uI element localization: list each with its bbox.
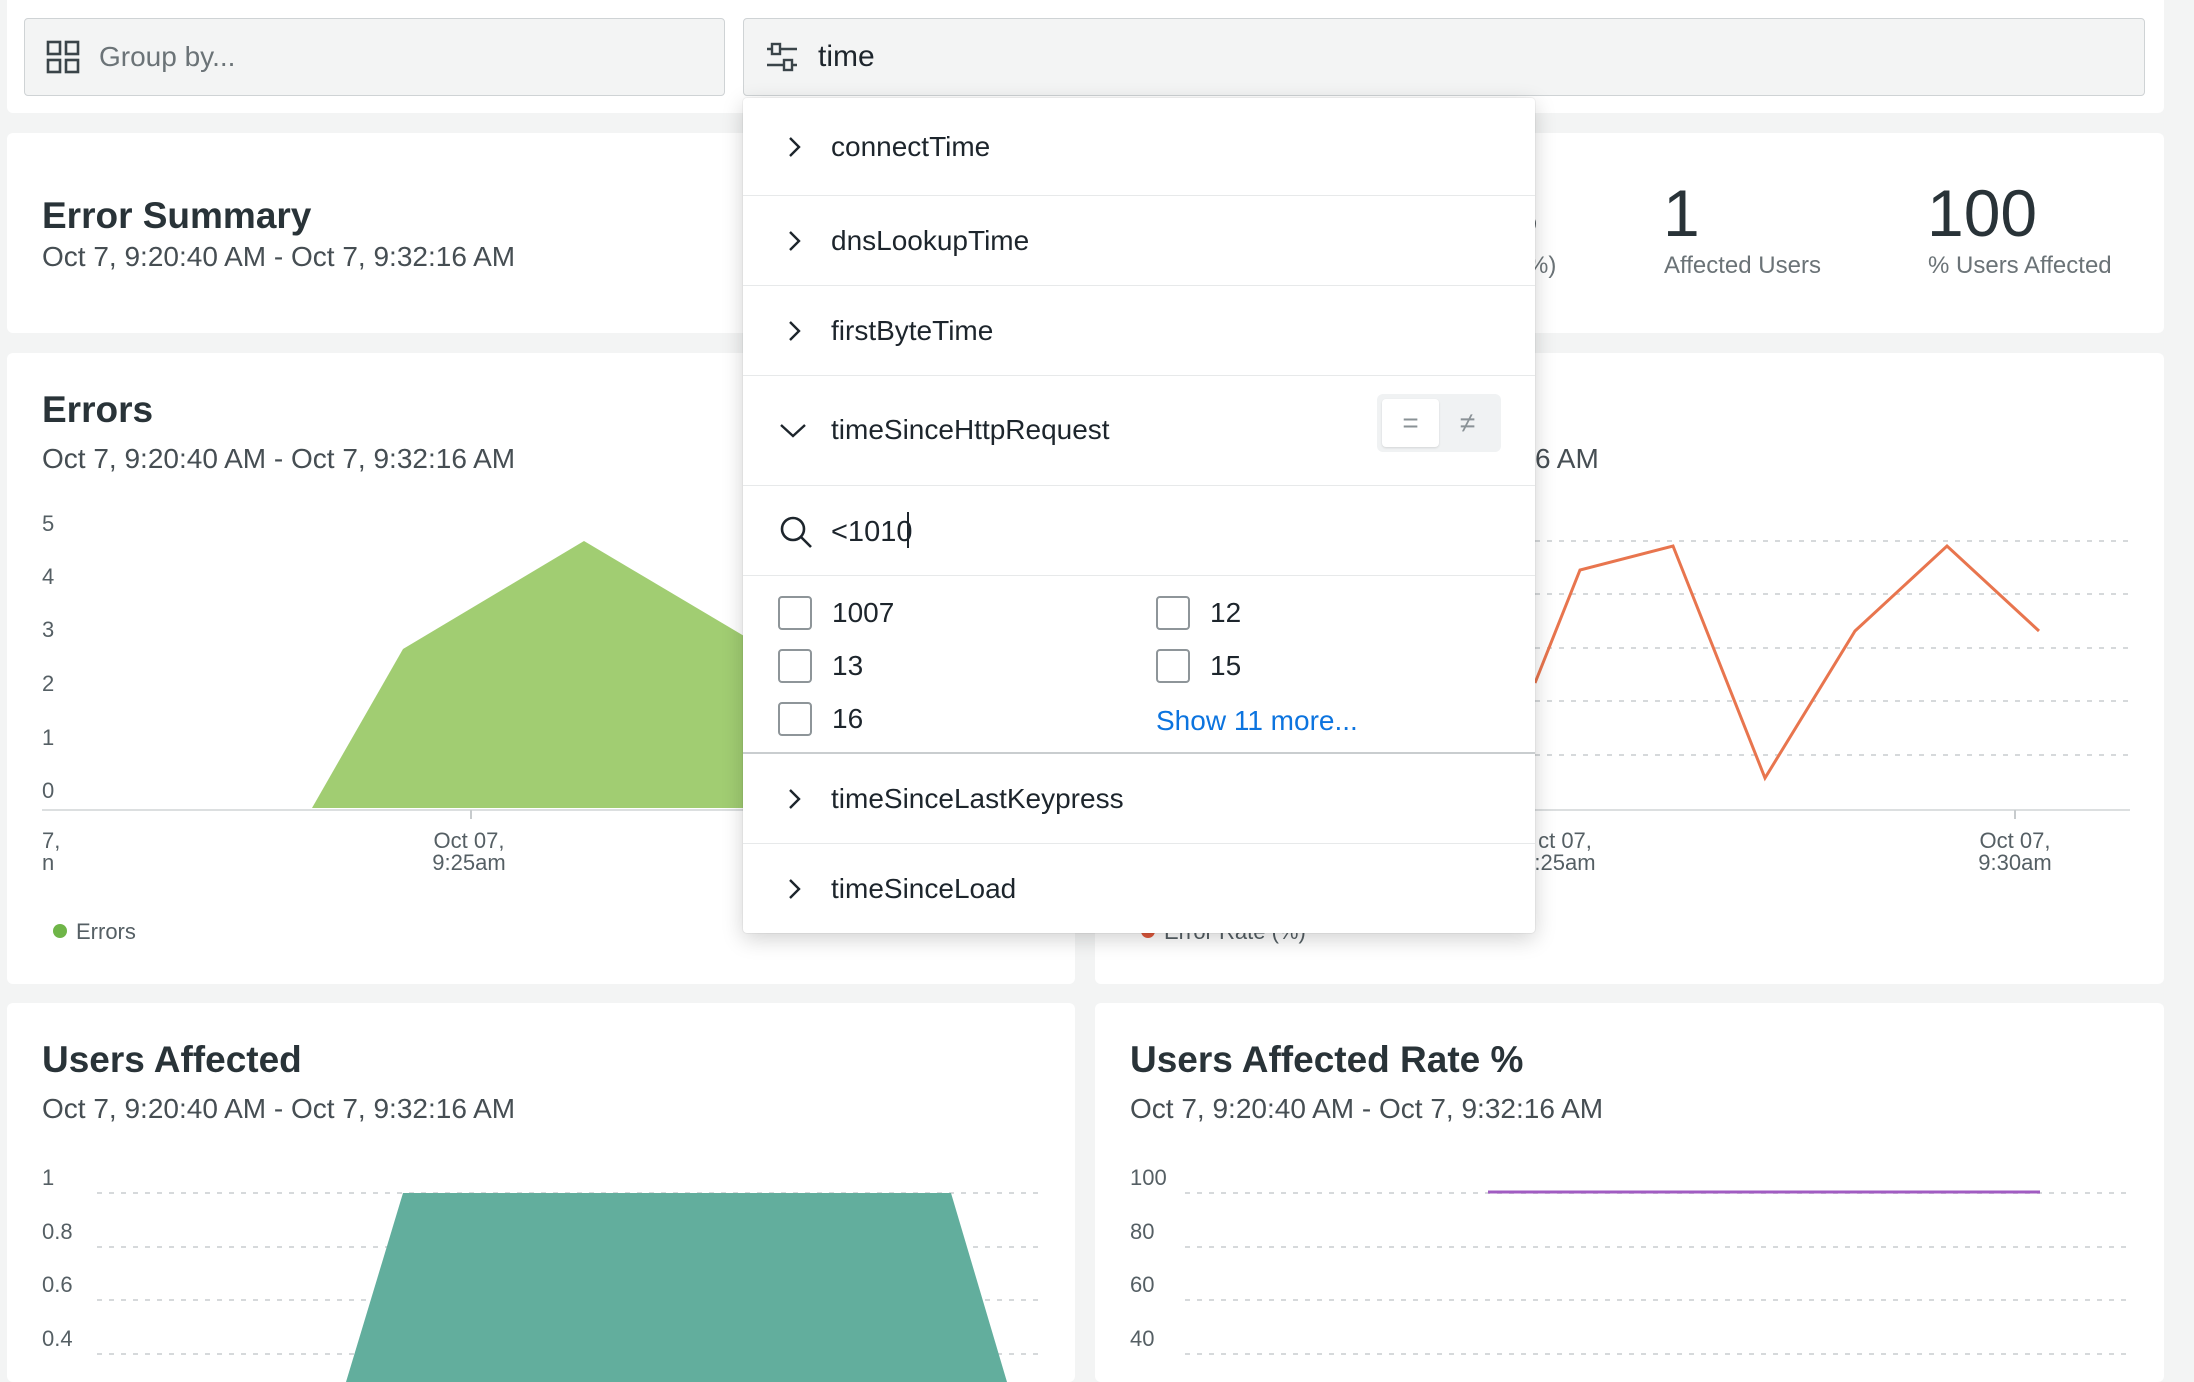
- y-tick-label: 0.4: [42, 1326, 73, 1351]
- attribute-label: timeSinceHttpRequest: [831, 414, 1110, 445]
- x-tick-label: Oct 07,: [434, 828, 505, 853]
- value-search-input[interactable]: [831, 512, 1431, 552]
- stat-value: 1: [1663, 176, 1700, 250]
- attribute-label: dnsLookupTime: [831, 225, 1030, 256]
- y-tick-label: 60: [1130, 1272, 1154, 1297]
- attribute-row-timesincelastkeypress[interactable]: timeSinceLastKeypress: [743, 754, 1535, 844]
- y-tick-label: 0.8: [42, 1219, 73, 1244]
- y-tick-label: 80: [1130, 1219, 1154, 1244]
- y-tick-label: 2: [42, 671, 54, 696]
- error-rate-line: [1533, 543, 2041, 782]
- group-by-input[interactable]: Group by...: [24, 18, 725, 96]
- legend-swatch: [53, 924, 67, 938]
- checkbox[interactable]: [778, 596, 812, 630]
- value-option-15[interactable]: 15: [1156, 649, 1241, 683]
- users-affected-area: [346, 1193, 1007, 1382]
- value-option-label: 15: [1210, 650, 1242, 681]
- value-option-label: 12: [1210, 597, 1242, 628]
- attribute-row-dnslookuptime[interactable]: dnsLookupTime: [743, 196, 1535, 286]
- attribute-label: firstByteTime: [831, 315, 994, 346]
- text-cursor: [907, 512, 909, 548]
- chevron-down-icon: [780, 424, 806, 438]
- card-date-range: Oct 7, 9:20:40 AM - Oct 7, 9:32:16 AM: [1130, 1093, 1604, 1124]
- y-tick-label: 5: [42, 511, 54, 536]
- value-option-12[interactable]: 12: [1156, 596, 1241, 630]
- attribute-row-timesincehttprequest[interactable]: timeSinceHttpRequest = ≠: [743, 376, 1535, 486]
- grid-icon: [46, 40, 80, 74]
- x-tick-label: 7,: [42, 828, 60, 853]
- attribute-label: connectTime: [831, 131, 991, 162]
- value-option-label: 16: [832, 703, 864, 734]
- stat-label: % Users Affected: [1928, 252, 2112, 279]
- attribute-dropdown: connectTime dnsLookupTime firstByteTime …: [743, 98, 1535, 933]
- y-tick-label: 3: [42, 617, 54, 642]
- y-tick-label: 1: [42, 1165, 54, 1190]
- y-tick-label: 0: [42, 778, 54, 803]
- equals-operator-button[interactable]: =: [1382, 399, 1439, 447]
- value-search-row: [743, 486, 1535, 576]
- not-equals-operator-button[interactable]: ≠: [1459, 407, 1476, 438]
- y-tick-label: 0.6: [42, 1272, 73, 1297]
- chevron-right-icon: [789, 137, 801, 157]
- users-affected-card: Users Affected Oct 7, 9:20:40 AM - Oct 7…: [7, 1003, 1075, 1382]
- x-tick-label: 9:25am: [432, 850, 505, 875]
- operator-toggle: = ≠: [1377, 394, 1501, 452]
- card-title: Errors: [42, 389, 154, 430]
- y-tick-label: 40: [1130, 1326, 1154, 1351]
- stat-label: Affected Users: [1664, 252, 1821, 279]
- attribute-row-timesinceload[interactable]: timeSinceLoad: [743, 844, 1535, 933]
- attribute-row-firstbytetime[interactable]: firstByteTime: [743, 286, 1535, 376]
- chevron-right-icon: [789, 231, 801, 251]
- attribute-label: timeSinceLastKeypress: [831, 783, 1124, 814]
- checkbox[interactable]: [1156, 649, 1190, 683]
- x-tick-label: n: [42, 850, 54, 875]
- x-tick-label: 9:30am: [1978, 850, 2051, 875]
- value-option-13[interactable]: 13: [778, 649, 863, 683]
- filter-value: time: [818, 40, 875, 73]
- card-title: Users Affected: [42, 1039, 302, 1080]
- checkbox[interactable]: [778, 649, 812, 683]
- value-option-16[interactable]: 16: [778, 702, 863, 736]
- card-date-range: Oct 7, 9:20:40 AM - Oct 7, 9:32:16 AM: [42, 443, 516, 474]
- chevron-right-icon: [789, 321, 801, 341]
- x-tick-label: :25am: [1534, 850, 1595, 875]
- show-more-link[interactable]: Show 11 more...: [1156, 705, 1358, 736]
- users-affected-rate-chart: 100 80 60 40: [1130, 1165, 2130, 1355]
- filter-sliders-icon: [767, 42, 797, 72]
- chevron-right-icon: [789, 879, 801, 899]
- checkbox[interactable]: [1156, 596, 1190, 630]
- card-date-range: Oct 7, 9:20:40 AM - Oct 7, 9:32:16 AM: [42, 241, 516, 272]
- checkbox[interactable]: [778, 702, 812, 736]
- group-by-placeholder: Group by...: [99, 41, 236, 72]
- search-icon: [780, 516, 812, 548]
- chevron-right-icon: [789, 789, 801, 809]
- errors-area: [312, 541, 766, 808]
- x-tick-label: Oct 07,: [1980, 828, 2051, 853]
- stat-value: 100: [1927, 176, 2038, 250]
- value-option-label: 1007: [832, 597, 895, 628]
- value-option-label: 13: [832, 650, 864, 681]
- card-date-range: 6 AM: [1535, 443, 1599, 474]
- users-affected-rate-card: Users Affected Rate % Oct 7, 9:20:40 AM …: [1095, 1003, 2164, 1382]
- filter-input[interactable]: time: [743, 18, 2145, 96]
- card-date-range: Oct 7, 9:20:40 AM - Oct 7, 9:32:16 AM: [42, 1093, 516, 1124]
- y-tick-label: 4: [42, 564, 54, 589]
- users-affected-chart: 1 0.8 0.6 0.4: [42, 1165, 1042, 1382]
- y-tick-label: 1: [42, 725, 54, 750]
- card-title: Error Summary: [42, 195, 312, 236]
- card-title: Users Affected Rate %: [1130, 1039, 1524, 1080]
- legend-label: Errors: [76, 919, 136, 944]
- toolbar: Group by... time: [7, 0, 2164, 113]
- y-tick-label: 100: [1130, 1165, 1167, 1190]
- value-option-1007[interactable]: 1007: [778, 596, 894, 630]
- attribute-row-connecttime[interactable]: connectTime: [743, 98, 1535, 196]
- attribute-label: timeSinceLoad: [831, 873, 1017, 904]
- x-tick-label: ct 07,: [1538, 828, 1592, 853]
- value-options: [743, 576, 1535, 754]
